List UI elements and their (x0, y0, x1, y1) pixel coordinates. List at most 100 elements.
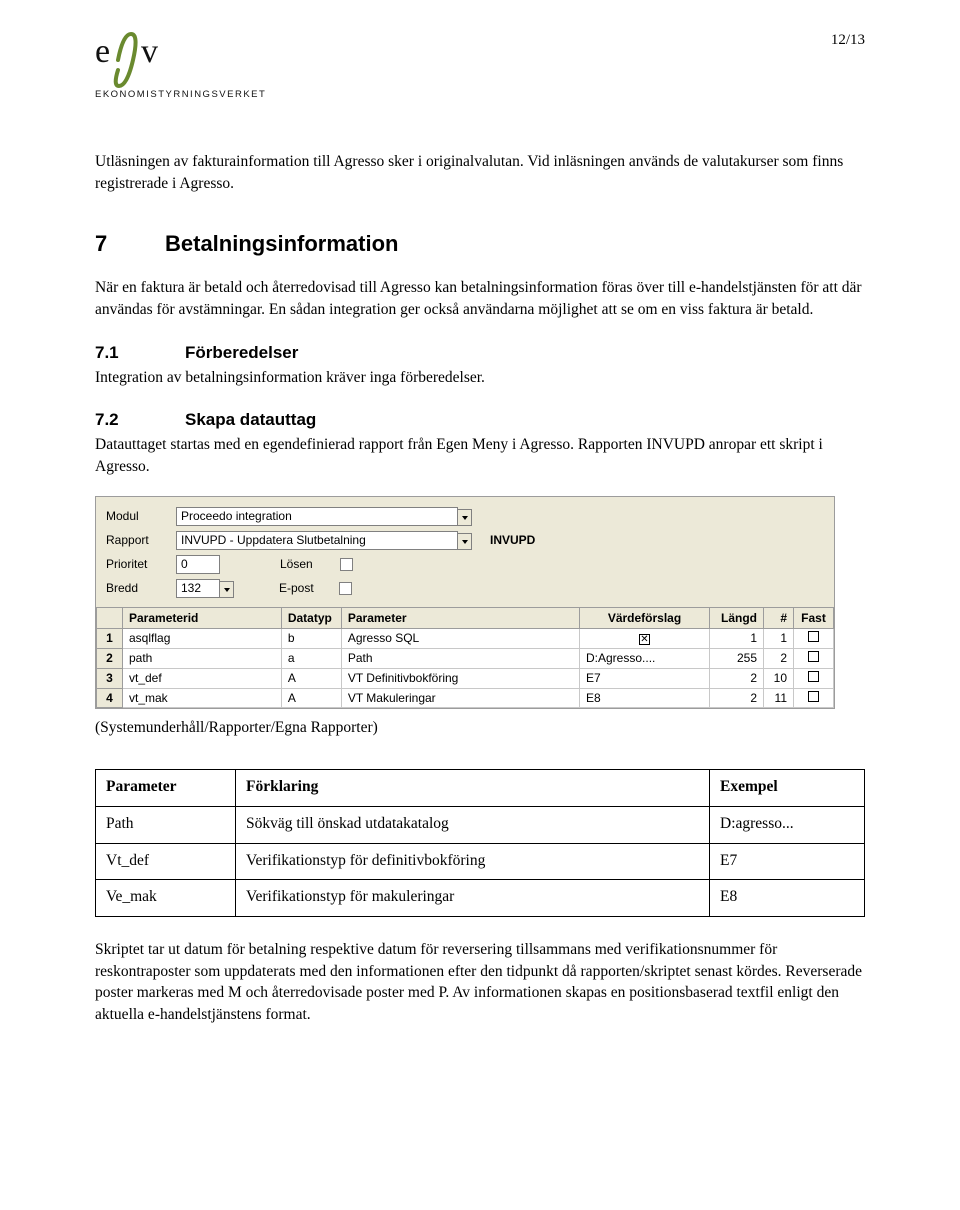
form-caption: (Systemunderhåll/Rapporter/Egna Rapporte… (95, 717, 865, 739)
dropdown-icon[interactable] (457, 509, 472, 526)
page-number: 12/13 (831, 30, 865, 51)
row-number: 1 (97, 629, 123, 649)
cell-parameterid[interactable]: vt_mak (123, 688, 282, 708)
col-parameterid: Parameterid (123, 607, 282, 629)
rapport-label: Rapport (106, 532, 176, 549)
col-parameter: Parameter (341, 607, 579, 629)
cell-langd[interactable]: 2 (710, 688, 764, 708)
section-title: Betalningsinformation (165, 231, 398, 256)
prioritet-label: Prioritet (106, 556, 176, 573)
cell-parameter[interactable]: VT Makuleringar (341, 688, 579, 708)
param-col-exempel: Exempel (710, 770, 865, 807)
modul-combo[interactable]: Proceedo integration (176, 507, 458, 526)
cell-langd[interactable]: 1 (710, 629, 764, 649)
cell-parameter[interactable]: Agresso SQL (341, 629, 579, 649)
col-langd: Längd (710, 607, 764, 629)
cell-fast[interactable] (794, 668, 834, 688)
cell-val[interactable] (580, 629, 710, 649)
cell-val[interactable]: E8 (580, 688, 710, 708)
svg-text:e: e (95, 33, 110, 70)
bredd-input[interactable]: 132 (176, 579, 220, 598)
dropdown-icon[interactable] (457, 533, 472, 550)
epost-checkbox[interactable] (339, 582, 352, 595)
cell-hash[interactable]: 1 (764, 629, 794, 649)
page-header: e v EKONOMISTYRNINGSVERKET 12/13 (95, 30, 865, 101)
cell-fast[interactable] (794, 688, 834, 708)
dropdown-icon[interactable] (219, 581, 234, 598)
col-datatyp: Datatyp (281, 607, 341, 629)
cell-parameterid[interactable]: path (123, 649, 282, 669)
section-number: 7 (95, 229, 165, 260)
parameter-explain-table: Parameter Förklaring Exempel PathSökväg … (95, 769, 865, 917)
section-7-paragraph: När en faktura är betald och återredovis… (95, 277, 865, 320)
param-desc: Verifikationstyp för makuleringar (236, 880, 710, 917)
cell-parameterid[interactable]: asqlflag (123, 629, 282, 649)
parameter-grid: Parameterid Datatyp Parameter Värdeförsl… (96, 607, 834, 709)
subsection-71-paragraph: Integration av betalningsinformation krä… (95, 367, 865, 389)
modul-label: Modul (106, 508, 176, 525)
losen-checkbox[interactable] (340, 558, 353, 571)
param-example: E7 (710, 843, 865, 880)
cell-parameter[interactable]: VT Definitivbokföring (341, 668, 579, 688)
param-example: E8 (710, 880, 865, 917)
svg-text:v: v (141, 33, 158, 70)
row-number: 4 (97, 688, 123, 708)
grid-row: 4vt_makAVT MakuleringarE8211 (97, 688, 834, 708)
logo-subtitle: EKONOMISTYRNINGSVERKET (95, 88, 266, 101)
epost-label: E-post (279, 580, 339, 597)
subsection-title: Förberedelser (185, 343, 298, 362)
closing-paragraph: Skriptet tar ut datum för betalning resp… (95, 939, 865, 1026)
col-vardeforslag: Värdeförslag (580, 607, 710, 629)
cell-fast[interactable] (794, 649, 834, 669)
cell-hash[interactable]: 2 (764, 649, 794, 669)
cell-datatyp[interactable]: A (281, 688, 341, 708)
cell-val[interactable]: E7 (580, 668, 710, 688)
row-number: 3 (97, 668, 123, 688)
param-example: D:agresso... (710, 806, 865, 843)
rapport-code: INVUPD (490, 532, 535, 549)
subsection-72-paragraph: Datauttaget startas med en egendefiniera… (95, 434, 865, 477)
col-fast: Fast (794, 607, 834, 629)
subsection-title: Skapa datauttag (185, 410, 316, 429)
subsection-number: 7.1 (95, 341, 185, 365)
logo: e v EKONOMISTYRNINGSVERKET (95, 30, 266, 101)
grid-row: 2pathaPathD:Agresso....2552 (97, 649, 834, 669)
report-form: Modul Proceedo integration Rapport INVUP… (95, 496, 835, 710)
subsection-72-heading: 7.2Skapa datauttag (95, 408, 865, 432)
col-hash: # (764, 607, 794, 629)
cell-parameter[interactable]: Path (341, 649, 579, 669)
cell-val[interactable]: D:Agresso.... (580, 649, 710, 669)
bredd-label: Bredd (106, 580, 176, 597)
param-row: Vt_defVerifikationstyp för definitivbokf… (96, 843, 865, 880)
param-col-forklaring: Förklaring (236, 770, 710, 807)
rapport-combo[interactable]: INVUPD - Uppdatera Slutbetalning (176, 531, 458, 550)
param-name: Vt_def (96, 843, 236, 880)
intro-paragraph: Utläsningen av fakturainformation till A… (95, 151, 865, 194)
losen-label: Lösen (280, 556, 340, 573)
cell-datatyp[interactable]: a (281, 649, 341, 669)
grid-header-row: Parameterid Datatyp Parameter Värdeförsl… (97, 607, 834, 629)
cell-datatyp[interactable]: b (281, 629, 341, 649)
cell-datatyp[interactable]: A (281, 668, 341, 688)
cell-hash[interactable]: 10 (764, 668, 794, 688)
param-row: PathSökväg till önskad utdatakatalogD:ag… (96, 806, 865, 843)
param-name: Ve_mak (96, 880, 236, 917)
cell-langd[interactable]: 2 (710, 668, 764, 688)
param-name: Path (96, 806, 236, 843)
subsection-71-heading: 7.1Förberedelser (95, 341, 865, 365)
subsection-number: 7.2 (95, 408, 185, 432)
section-7-heading: 7Betalningsinformation (95, 229, 865, 260)
param-col-parameter: Parameter (96, 770, 236, 807)
cell-langd[interactable]: 255 (710, 649, 764, 669)
param-desc: Sökväg till önskad utdatakatalog (236, 806, 710, 843)
cell-hash[interactable]: 11 (764, 688, 794, 708)
grid-row: 3vt_defAVT DefinitivbokföringE7210 (97, 668, 834, 688)
param-desc: Verifikationstyp för definitivbokföring (236, 843, 710, 880)
cell-parameterid[interactable]: vt_def (123, 668, 282, 688)
prioritet-input[interactable]: 0 (176, 555, 220, 574)
logo-icon: e v (95, 30, 245, 90)
param-row: Ve_makVerifikationstyp för makuleringarE… (96, 880, 865, 917)
grid-row: 1asqlflagbAgresso SQL11 (97, 629, 834, 649)
cell-fast[interactable] (794, 629, 834, 649)
row-number: 2 (97, 649, 123, 669)
